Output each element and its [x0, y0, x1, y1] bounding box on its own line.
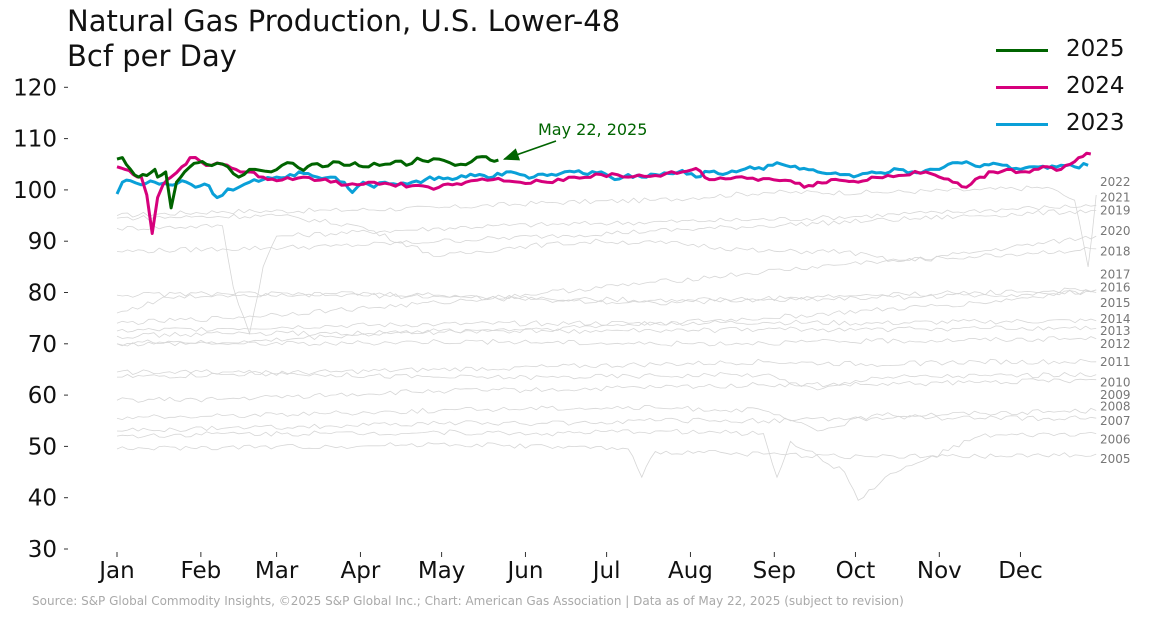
x-tick-label-jul: Jul — [591, 558, 621, 584]
y-tick-label-50: 50 — [28, 434, 57, 460]
series-line-2010 — [116, 369, 1097, 391]
y-tick-label-110: 110 — [13, 127, 57, 153]
x-tick-label-jun: Jun — [505, 558, 543, 584]
series-label-2009: 2009 — [1100, 388, 1131, 402]
x-tick-label-sep: Sep — [753, 558, 796, 584]
chart-subtitle: Bcf per Day — [67, 39, 237, 73]
x-tick-label-mar: Mar — [255, 558, 299, 584]
legend-label-2024: 2024 — [1066, 73, 1125, 99]
chart-title: Natural Gas Production, U.S. Lower-48 — [67, 4, 621, 38]
x-tick-label-nov: Nov — [917, 558, 962, 584]
series-line-2018 — [116, 246, 1097, 325]
y-tick-label-120: 120 — [13, 75, 57, 101]
series-line-2014 — [116, 318, 1097, 333]
series-label-2015: 2015 — [1100, 296, 1131, 310]
y-tick-label-90: 90 — [28, 229, 57, 255]
x-tick-label-apr: Apr — [341, 558, 381, 584]
y-tick-label-40: 40 — [28, 486, 57, 512]
legend-swatch-2025 — [996, 49, 1048, 52]
y-tick-label-30: 30 — [28, 537, 57, 563]
series-label-2012: 2012 — [1100, 337, 1131, 351]
annotation-arrow — [502, 140, 557, 161]
series-label-2016: 2016 — [1100, 280, 1131, 294]
series-label-2013: 2013 — [1100, 324, 1131, 338]
source-note: Source: S&P Global Commodity Insights, ©… — [32, 594, 904, 608]
series-line-2005 — [116, 442, 1097, 479]
series-label-2019: 2019 — [1100, 203, 1131, 217]
series-line-2021 — [116, 204, 1097, 335]
series-line-2015 — [116, 287, 1097, 314]
x-tick-label-oct: Oct — [836, 558, 876, 584]
series-line-2022 — [116, 185, 1097, 267]
x-tick-label-jan: Jan — [97, 558, 134, 584]
series-line-2013 — [116, 325, 1097, 339]
x-tick-label-feb: Feb — [180, 558, 221, 584]
series-line-2019 — [116, 209, 1097, 254]
highlighted-year-lines — [115, 151, 1092, 235]
x-axis: Jan Feb Mar Apr May Jun Jul Aug Sep Oct Nov Dec — [97, 552, 1043, 584]
y-tick-label-60: 60 — [28, 383, 57, 409]
legend-swatch-2023 — [996, 123, 1048, 126]
x-tick-label-aug: Aug — [668, 558, 713, 584]
series-label-2010: 2010 — [1100, 375, 1131, 389]
series-line-2024 — [116, 151, 1092, 235]
series-line-2016 — [116, 290, 1097, 306]
series-label-2007: 2007 — [1100, 414, 1131, 428]
series-label-2022: 2022 — [1100, 175, 1131, 189]
series-label-2020: 2020 — [1100, 224, 1131, 238]
series-line-2012 — [116, 336, 1097, 347]
x-tick-label-may: May — [418, 558, 466, 584]
legend-swatch-2024 — [996, 86, 1048, 89]
series-label-2005: 2005 — [1100, 452, 1131, 466]
series-line-2008 — [116, 405, 1097, 432]
series-line-2017 — [116, 289, 1097, 347]
series-label-2006: 2006 — [1100, 433, 1131, 447]
legend-label-2025: 2025 — [1066, 36, 1125, 62]
annotation-label: May 22, 2025 — [538, 120, 647, 139]
y-tick-label-100: 100 — [13, 178, 57, 204]
series-line-2007 — [116, 415, 1097, 433]
series-line-2020 — [116, 213, 1097, 263]
y-axis: 30 40 50 60 70 80 90 100 110 120 — [13, 75, 68, 563]
series-label-2014: 2014 — [1100, 312, 1131, 326]
y-tick-label-70: 70 — [28, 332, 57, 358]
series-label-2017: 2017 — [1100, 268, 1131, 282]
series-line-2025 — [116, 155, 499, 210]
series-label-2021: 2021 — [1100, 191, 1131, 205]
series-line-2009 — [116, 378, 1097, 403]
series-line-2006 — [116, 428, 1097, 501]
series-label-2018: 2018 — [1100, 244, 1131, 258]
y-tick-label-80: 80 — [28, 281, 57, 307]
legend-label-2023: 2023 — [1066, 110, 1125, 136]
series-label-2011: 2011 — [1100, 355, 1131, 369]
series-label-2008: 2008 — [1100, 399, 1131, 413]
x-tick-label-dec: Dec — [998, 558, 1043, 584]
annotation: May 22, 2025 — [502, 120, 647, 161]
